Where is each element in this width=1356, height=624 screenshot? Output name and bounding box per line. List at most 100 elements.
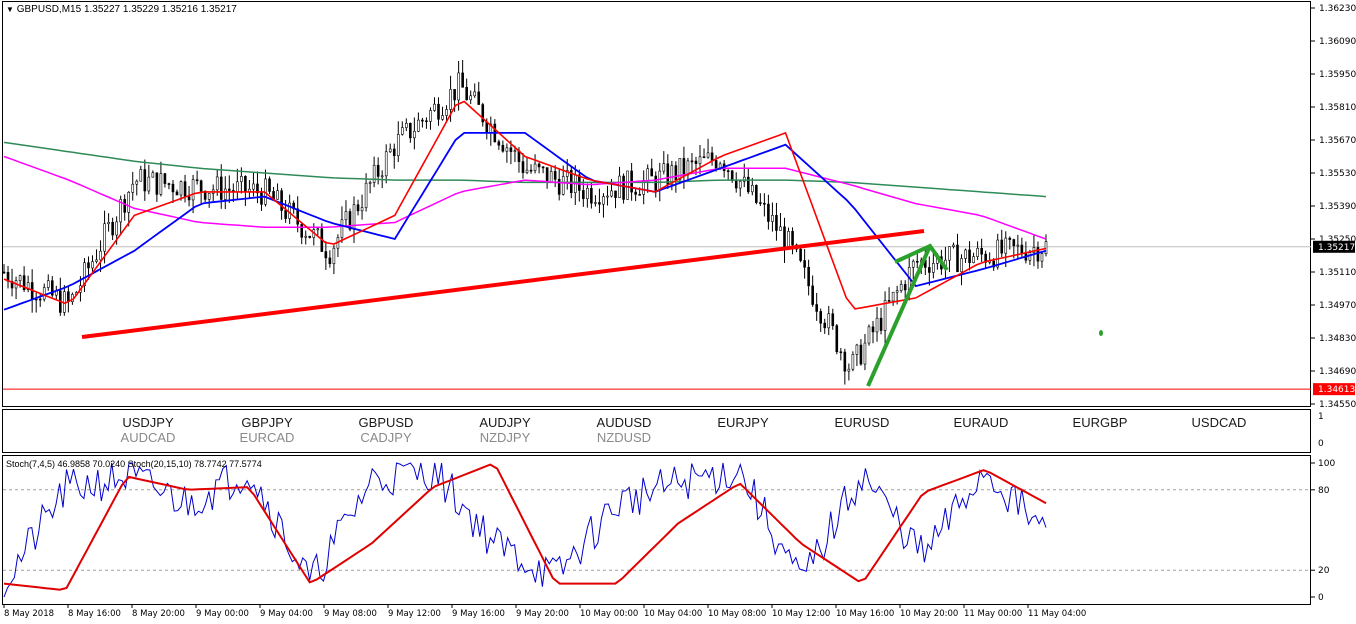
candle-body: [107, 221, 110, 225]
candle-body: [654, 175, 658, 191]
candle-body: [533, 163, 537, 171]
candle-body: [1008, 237, 1012, 240]
time-tick-label: 8 May 16:00: [68, 609, 121, 619]
stoch-tick-label: 80: [1318, 486, 1330, 496]
candle-body: [891, 291, 895, 302]
candle-body: [839, 351, 843, 354]
candle-body: [457, 72, 460, 101]
candle-body: [706, 152, 710, 158]
candle-body: [1044, 241, 1048, 255]
candle-body: [678, 158, 682, 180]
candle-body: [590, 188, 593, 204]
symbol-cell[interactable]: GBPJPY EURCAD: [212, 415, 322, 445]
candle-body: [364, 182, 368, 208]
candle-body: [324, 251, 328, 259]
candle-body: [46, 280, 50, 288]
candle-body: [606, 195, 609, 198]
symbol-cell[interactable]: EURJPY: [688, 415, 798, 430]
candle-body: [557, 178, 561, 195]
candle-body: [10, 280, 14, 289]
symbol-cell[interactable]: AUDJPY NZDJPY: [450, 415, 560, 445]
symbol-main-label: EURAUD: [953, 415, 1009, 430]
symbol-cell[interactable]: USDJPY AUDCAD: [93, 415, 203, 445]
candle-body: [968, 249, 971, 263]
candle-body: [702, 156, 706, 159]
candle-body: [473, 91, 477, 97]
candle-body: [851, 354, 855, 370]
candle-body: [284, 210, 287, 219]
price-tick-label: 1.35670: [1319, 136, 1356, 146]
symbol-cell[interactable]: GBPUSD CADJPY: [331, 415, 441, 445]
stochastic-pane[interactable]: [2, 455, 1311, 605]
candle-body: [171, 183, 175, 193]
price-tick-label: 1.34690: [1319, 367, 1356, 377]
candle-body: [215, 176, 219, 191]
symbol-cell[interactable]: EURUSD: [807, 415, 917, 430]
candle-body: [855, 344, 859, 355]
candle-body: [610, 190, 613, 197]
candle-body: [83, 262, 86, 287]
candle-body: [143, 169, 147, 192]
time-tick-label: 9 May 16:00: [452, 609, 505, 619]
candle-body: [928, 267, 931, 273]
symbol-main-label: USDJPY: [122, 415, 174, 430]
candle-body: [831, 313, 835, 326]
candle-body: [871, 326, 875, 333]
candle-body: [191, 179, 195, 201]
symbol-cell[interactable]: EURGBP: [1045, 415, 1155, 430]
candle-body: [195, 179, 199, 182]
candle-body: [34, 298, 38, 301]
candle-body: [328, 257, 332, 264]
time-tick-label: 10 May 16:00: [836, 609, 894, 619]
candle-body: [525, 169, 529, 173]
symbol-cell[interactable]: EURAUD: [926, 415, 1036, 430]
symbol-main-label: GBPUSD: [358, 415, 414, 430]
candle-body: [135, 180, 139, 185]
candle-body: [670, 165, 674, 186]
candle-body: [674, 165, 678, 180]
time-tick-label: 8 May 2018: [4, 609, 54, 619]
candle-body: [268, 178, 271, 192]
candle-body: [545, 167, 549, 183]
alert-price-label: 1.34613: [1318, 385, 1355, 395]
candle-body: [867, 326, 871, 344]
price-chart-pane[interactable]: [2, 1, 1311, 407]
candle-body: [497, 141, 501, 146]
candle-body: [537, 163, 541, 168]
candle-body: [332, 247, 336, 264]
candle-body: [42, 287, 46, 300]
candle-body: [1020, 244, 1024, 255]
candle-body: [50, 280, 54, 296]
candle-body: [453, 89, 456, 101]
candle-body: [710, 152, 714, 161]
candle-body: [835, 325, 839, 353]
ma-long-line: [3, 141, 1047, 198]
time-tick-label: 9 May 20:00: [516, 609, 569, 619]
candle-body: [915, 260, 919, 263]
candle-body: [803, 260, 806, 268]
candle-body: [569, 170, 573, 194]
candle-body: [521, 161, 525, 173]
candle-body: [767, 203, 770, 222]
symbol-cell[interactable]: USDCAD: [1164, 415, 1274, 430]
candle-body: [875, 317, 879, 333]
symbol-sub-label: NZDUSD: [596, 430, 652, 445]
candle-body: [903, 284, 907, 291]
alert-price-tag: [1313, 383, 1355, 396]
symbol-cell[interactable]: AUDUSD NZDUSD: [569, 415, 679, 445]
candle-body: [980, 248, 983, 255]
candle-body: [646, 168, 650, 181]
candle-body: [26, 282, 30, 290]
price-tick-label: 1.35950: [1319, 70, 1356, 80]
green-arrow-head: [894, 243, 949, 272]
candle-body: [449, 89, 452, 110]
candle-body: [626, 170, 629, 200]
candle-body: [755, 185, 758, 203]
collapse-arrow-icon[interactable]: ▼: [6, 5, 14, 14]
candle-body: [811, 285, 814, 305]
time-tick-label: 9 May 04:00: [260, 609, 313, 619]
candle-body: [425, 120, 428, 123]
candle-body: [441, 115, 444, 120]
price-tick-label: 1.35810: [1319, 103, 1356, 113]
